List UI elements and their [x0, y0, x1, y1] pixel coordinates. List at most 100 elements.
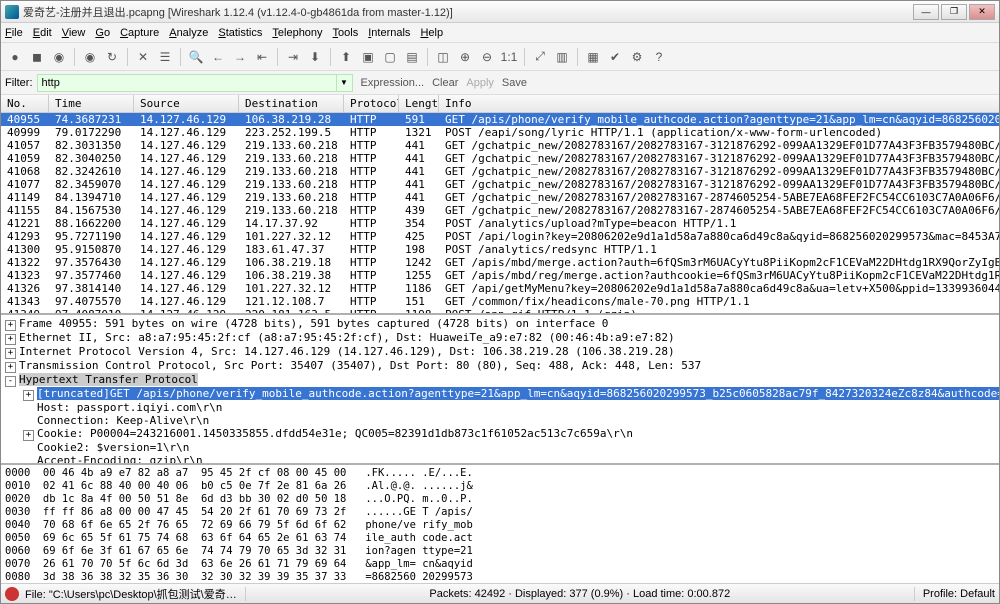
- tool-btn-1[interactable]: ◼: [27, 47, 47, 67]
- window-title: 爱奇艺-注册并且退出.pcapng [Wireshark 1.12.4 (v1.…: [23, 4, 913, 20]
- filter-apply-link[interactable]: Apply: [466, 77, 494, 89]
- packet-row[interactable]: 4132297.357643014.127.46.129106.38.219.1…: [1, 256, 999, 269]
- menu-view[interactable]: View: [62, 27, 86, 39]
- tool-btn-8[interactable]: ←: [208, 47, 228, 67]
- packet-list-pane[interactable]: No.TimeSourceDestinationProtocolLengthIn…: [1, 95, 999, 315]
- packet-row[interactable]: 4129395.727119014.127.46.129101.227.32.1…: [1, 230, 999, 243]
- packet-details-pane[interactable]: +Frame 40955: 591 bytes on wire (4728 bi…: [1, 315, 999, 465]
- menu-statistics[interactable]: Statistics: [218, 27, 262, 39]
- tool-btn-23[interactable]: ▦: [583, 47, 603, 67]
- col-header-length[interactable]: Length: [399, 95, 439, 112]
- expand-icon[interactable]: +: [5, 348, 16, 359]
- tool-btn-15[interactable]: ▢: [380, 47, 400, 67]
- tool-btn-5[interactable]: ✕: [133, 47, 153, 67]
- packet-row[interactable]: 4132397.357746014.127.46.129106.38.219.3…: [1, 269, 999, 282]
- status-file: File: "C:\Users\pc\Desktop\抓包测试\爱奇…: [25, 586, 237, 602]
- menu-tools[interactable]: Tools: [333, 27, 359, 39]
- packet-row[interactable]: 4095574.368723114.127.46.129106.38.219.2…: [1, 113, 999, 126]
- close-button[interactable]: ✕: [969, 4, 995, 20]
- packet-row[interactable]: 4114984.139471014.127.46.129219.133.60.2…: [1, 191, 999, 204]
- tool-btn-4[interactable]: ↻: [102, 47, 122, 67]
- filter-expression-link[interactable]: Expression...: [361, 77, 425, 89]
- filter-bar: Filter: ▼ Expression... Clear Apply Save: [1, 71, 999, 95]
- tool-btn-18[interactable]: ⊕: [455, 47, 475, 67]
- menu-analyze[interactable]: Analyze: [169, 27, 208, 39]
- expert-info-icon[interactable]: [5, 587, 19, 601]
- detail-item[interactable]: Host: passport.iqiyi.com\r\n: [5, 401, 995, 414]
- packet-row[interactable]: 4132697.381414014.127.46.129101.227.32.1…: [1, 282, 999, 295]
- col-header-destination[interactable]: Destination: [239, 95, 344, 112]
- detail-item[interactable]: -Hypertext Transfer Protocol: [5, 373, 995, 387]
- detail-item[interactable]: Cookie2: $version=1\r\n: [5, 441, 995, 454]
- tool-btn-22[interactable]: ▥: [552, 47, 572, 67]
- col-header-time[interactable]: Time: [49, 95, 134, 112]
- packet-bytes-pane[interactable]: 0000 00 46 4b a9 e7 82 a8 a7 95 45 2f cf…: [1, 465, 999, 583]
- tool-btn-17[interactable]: ◫: [433, 47, 453, 67]
- detail-item[interactable]: +Cookie: P00004=243216001.1450335855.dfd…: [5, 427, 995, 441]
- detail-item[interactable]: +Ethernet II, Src: a8:a7:95:45:2f:cf (a8…: [5, 331, 995, 345]
- tool-btn-21[interactable]: ⤢: [530, 47, 550, 67]
- menu-go[interactable]: Go: [95, 27, 110, 39]
- tool-btn-14[interactable]: ▣: [358, 47, 378, 67]
- filter-label: Filter:: [5, 77, 33, 89]
- filter-save-link[interactable]: Save: [502, 77, 527, 89]
- tool-btn-11[interactable]: ⇥: [283, 47, 303, 67]
- tool-btn-26[interactable]: ?: [649, 47, 669, 67]
- detail-item[interactable]: Connection: Keep-Alive\r\n: [5, 414, 995, 427]
- menu-capture[interactable]: Capture: [120, 27, 159, 39]
- filter-clear-link[interactable]: Clear: [432, 77, 458, 89]
- col-header-info[interactable]: Info: [439, 95, 999, 112]
- expand-icon[interactable]: -: [5, 376, 16, 387]
- menu-telephony[interactable]: Telephony: [272, 27, 322, 39]
- tool-btn-3[interactable]: ◉: [80, 47, 100, 67]
- col-header-no[interactable]: No.: [1, 95, 49, 112]
- packet-row[interactable]: 4105982.304025014.127.46.129219.133.60.2…: [1, 152, 999, 165]
- packet-row[interactable]: 4130095.915087014.127.46.129183.61.47.37…: [1, 243, 999, 256]
- menu-edit[interactable]: Edit: [33, 27, 52, 39]
- expand-icon[interactable]: +: [5, 320, 16, 331]
- tool-btn-20[interactable]: 1:1: [499, 47, 519, 67]
- col-header-protocol[interactable]: Protocol: [344, 95, 399, 112]
- tool-btn-7[interactable]: 🔍: [186, 47, 206, 67]
- tool-btn-13[interactable]: ⬆: [336, 47, 356, 67]
- menu-help[interactable]: Help: [420, 27, 443, 39]
- tool-btn-2[interactable]: ◉: [49, 47, 69, 67]
- detail-item[interactable]: +Internet Protocol Version 4, Src: 14.12…: [5, 345, 995, 359]
- content-panes: No.TimeSourceDestinationProtocolLengthIn…: [1, 95, 999, 583]
- packet-row[interactable]: 4134997.408701014.127.46.129220.181.163.…: [1, 308, 999, 315]
- expand-icon[interactable]: +: [23, 430, 34, 441]
- detail-item[interactable]: +[truncated]GET /apis/phone/verify_mobil…: [5, 387, 995, 401]
- maximize-button[interactable]: ❐: [941, 4, 967, 20]
- col-header-source[interactable]: Source: [134, 95, 239, 112]
- filter-dropdown-icon[interactable]: ▼: [337, 74, 353, 92]
- menu-internals[interactable]: Internals: [368, 27, 410, 39]
- packet-row[interactable]: 4105782.303135014.127.46.129219.133.60.2…: [1, 139, 999, 152]
- expand-icon[interactable]: +: [5, 334, 16, 345]
- detail-item[interactable]: +Transmission Control Protocol, Src Port…: [5, 359, 995, 373]
- tool-btn-19[interactable]: ⊖: [477, 47, 497, 67]
- tool-btn-6[interactable]: ☰: [155, 47, 175, 67]
- minimize-button[interactable]: —: [913, 4, 939, 20]
- packet-row[interactable]: 4134397.407557014.127.46.129121.12.108.7…: [1, 295, 999, 308]
- menubar: File Edit View Go Capture Analyze Statistics Te…: [1, 23, 999, 43]
- detail-item[interactable]: Accept-Encoding: gzip\r\n: [5, 454, 995, 465]
- packet-row[interactable]: 4106882.324261014.127.46.129219.133.60.2…: [1, 165, 999, 178]
- tool-btn-9[interactable]: →: [230, 47, 250, 67]
- expand-icon[interactable]: +: [5, 362, 16, 373]
- packet-row[interactable]: 4122188.166220014.127.46.12914.17.37.92H…: [1, 217, 999, 230]
- packet-row[interactable]: 4115584.156753014.127.46.129219.133.60.2…: [1, 204, 999, 217]
- packet-list-header: No.TimeSourceDestinationProtocolLengthIn…: [1, 95, 999, 113]
- packet-row[interactable]: 4099979.017229014.127.46.129223.252.199.…: [1, 126, 999, 139]
- tool-btn-25[interactable]: ⚙: [627, 47, 647, 67]
- tool-btn-24[interactable]: ✔: [605, 47, 625, 67]
- tool-btn-16[interactable]: ▤: [402, 47, 422, 67]
- tool-btn-10[interactable]: ⇤: [252, 47, 272, 67]
- expand-icon[interactable]: +: [23, 390, 34, 401]
- tool-btn-0[interactable]: ●: [5, 47, 25, 67]
- filter-input[interactable]: [37, 74, 337, 92]
- packet-row[interactable]: 4107782.345907014.127.46.129219.133.60.2…: [1, 178, 999, 191]
- menu-file[interactable]: File: [5, 27, 23, 39]
- detail-item[interactable]: +Frame 40955: 591 bytes on wire (4728 bi…: [5, 317, 995, 331]
- titlebar: 爱奇艺-注册并且退出.pcapng [Wireshark 1.12.4 (v1.…: [1, 1, 999, 23]
- tool-btn-12[interactable]: ⬇: [305, 47, 325, 67]
